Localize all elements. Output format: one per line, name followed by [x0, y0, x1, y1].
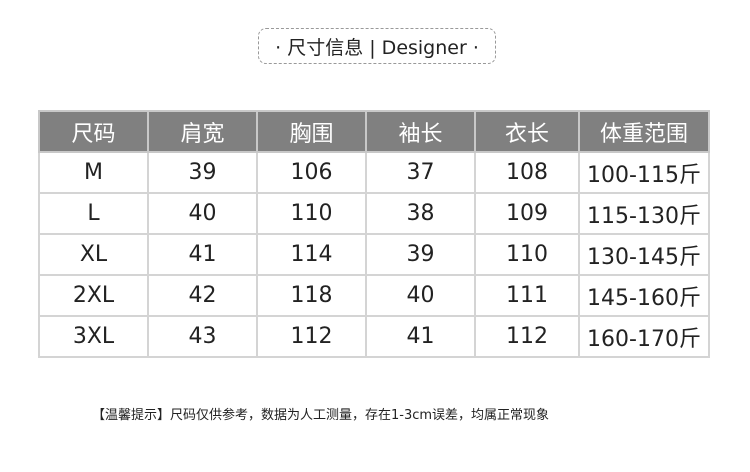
table-cell: 40 [365, 274, 476, 317]
table-cell: 100-115斤 [578, 151, 710, 194]
table-cell: 111 [474, 274, 580, 317]
table-cell: XL [38, 233, 149, 276]
table-cell: 112 [474, 315, 580, 358]
table-row: M 39 106 37 108 100-115斤 [38, 151, 710, 194]
table-cell: 160-170斤 [578, 315, 710, 358]
size-table: 尺码 肩宽 胸围 袖长 衣长 体重范围 M 39 106 37 108 100-115斤 L 40 110… [38, 110, 710, 358]
table-cell: 114 [256, 233, 367, 276]
table-row: XL 41 114 39 110 130-145斤 [38, 233, 710, 276]
table-cell: 145-160斤 [578, 274, 710, 317]
table-cell: 109 [474, 192, 580, 235]
table-cell: 42 [147, 274, 258, 317]
table-cell: 3XL [38, 315, 149, 358]
size-note: 【温馨提示】尺码仅供参考，数据为人工测量，存在1-3cm误差，均属正常现象 [92, 408, 550, 423]
column-header: 肩宽 [147, 110, 258, 153]
column-header: 胸围 [256, 110, 367, 153]
table-header-row: 尺码 肩宽 胸围 袖长 衣长 体重范围 [38, 110, 710, 153]
section-title: · 尺寸信息 | Designer · [258, 28, 496, 64]
column-header: 尺码 [38, 110, 149, 153]
table-cell: 43 [147, 315, 258, 358]
table-row: 2XL 42 118 40 111 145-160斤 [38, 274, 710, 317]
column-header: 体重范围 [578, 110, 710, 153]
table-cell: L [38, 192, 149, 235]
table-cell: 118 [256, 274, 367, 317]
table-cell: 39 [147, 151, 258, 194]
table-cell: 110 [474, 233, 580, 276]
table-row: L 40 110 38 109 115-130斤 [38, 192, 710, 235]
column-header: 袖长 [365, 110, 476, 153]
table-cell: 2XL [38, 274, 149, 317]
table-cell: 110 [256, 192, 367, 235]
table-cell: 37 [365, 151, 476, 194]
column-header: 衣长 [474, 110, 580, 153]
table-cell: M [38, 151, 149, 194]
table-cell: 108 [474, 151, 580, 194]
table-cell: 115-130斤 [578, 192, 710, 235]
table-cell: 41 [365, 315, 476, 358]
table-cell: 38 [365, 192, 476, 235]
table-row: 3XL 43 112 41 112 160-170斤 [38, 315, 710, 358]
table-cell: 106 [256, 151, 367, 194]
table-cell: 130-145斤 [578, 233, 710, 276]
table-cell: 112 [256, 315, 367, 358]
table-cell: 41 [147, 233, 258, 276]
table-cell: 40 [147, 192, 258, 235]
table-cell: 39 [365, 233, 476, 276]
